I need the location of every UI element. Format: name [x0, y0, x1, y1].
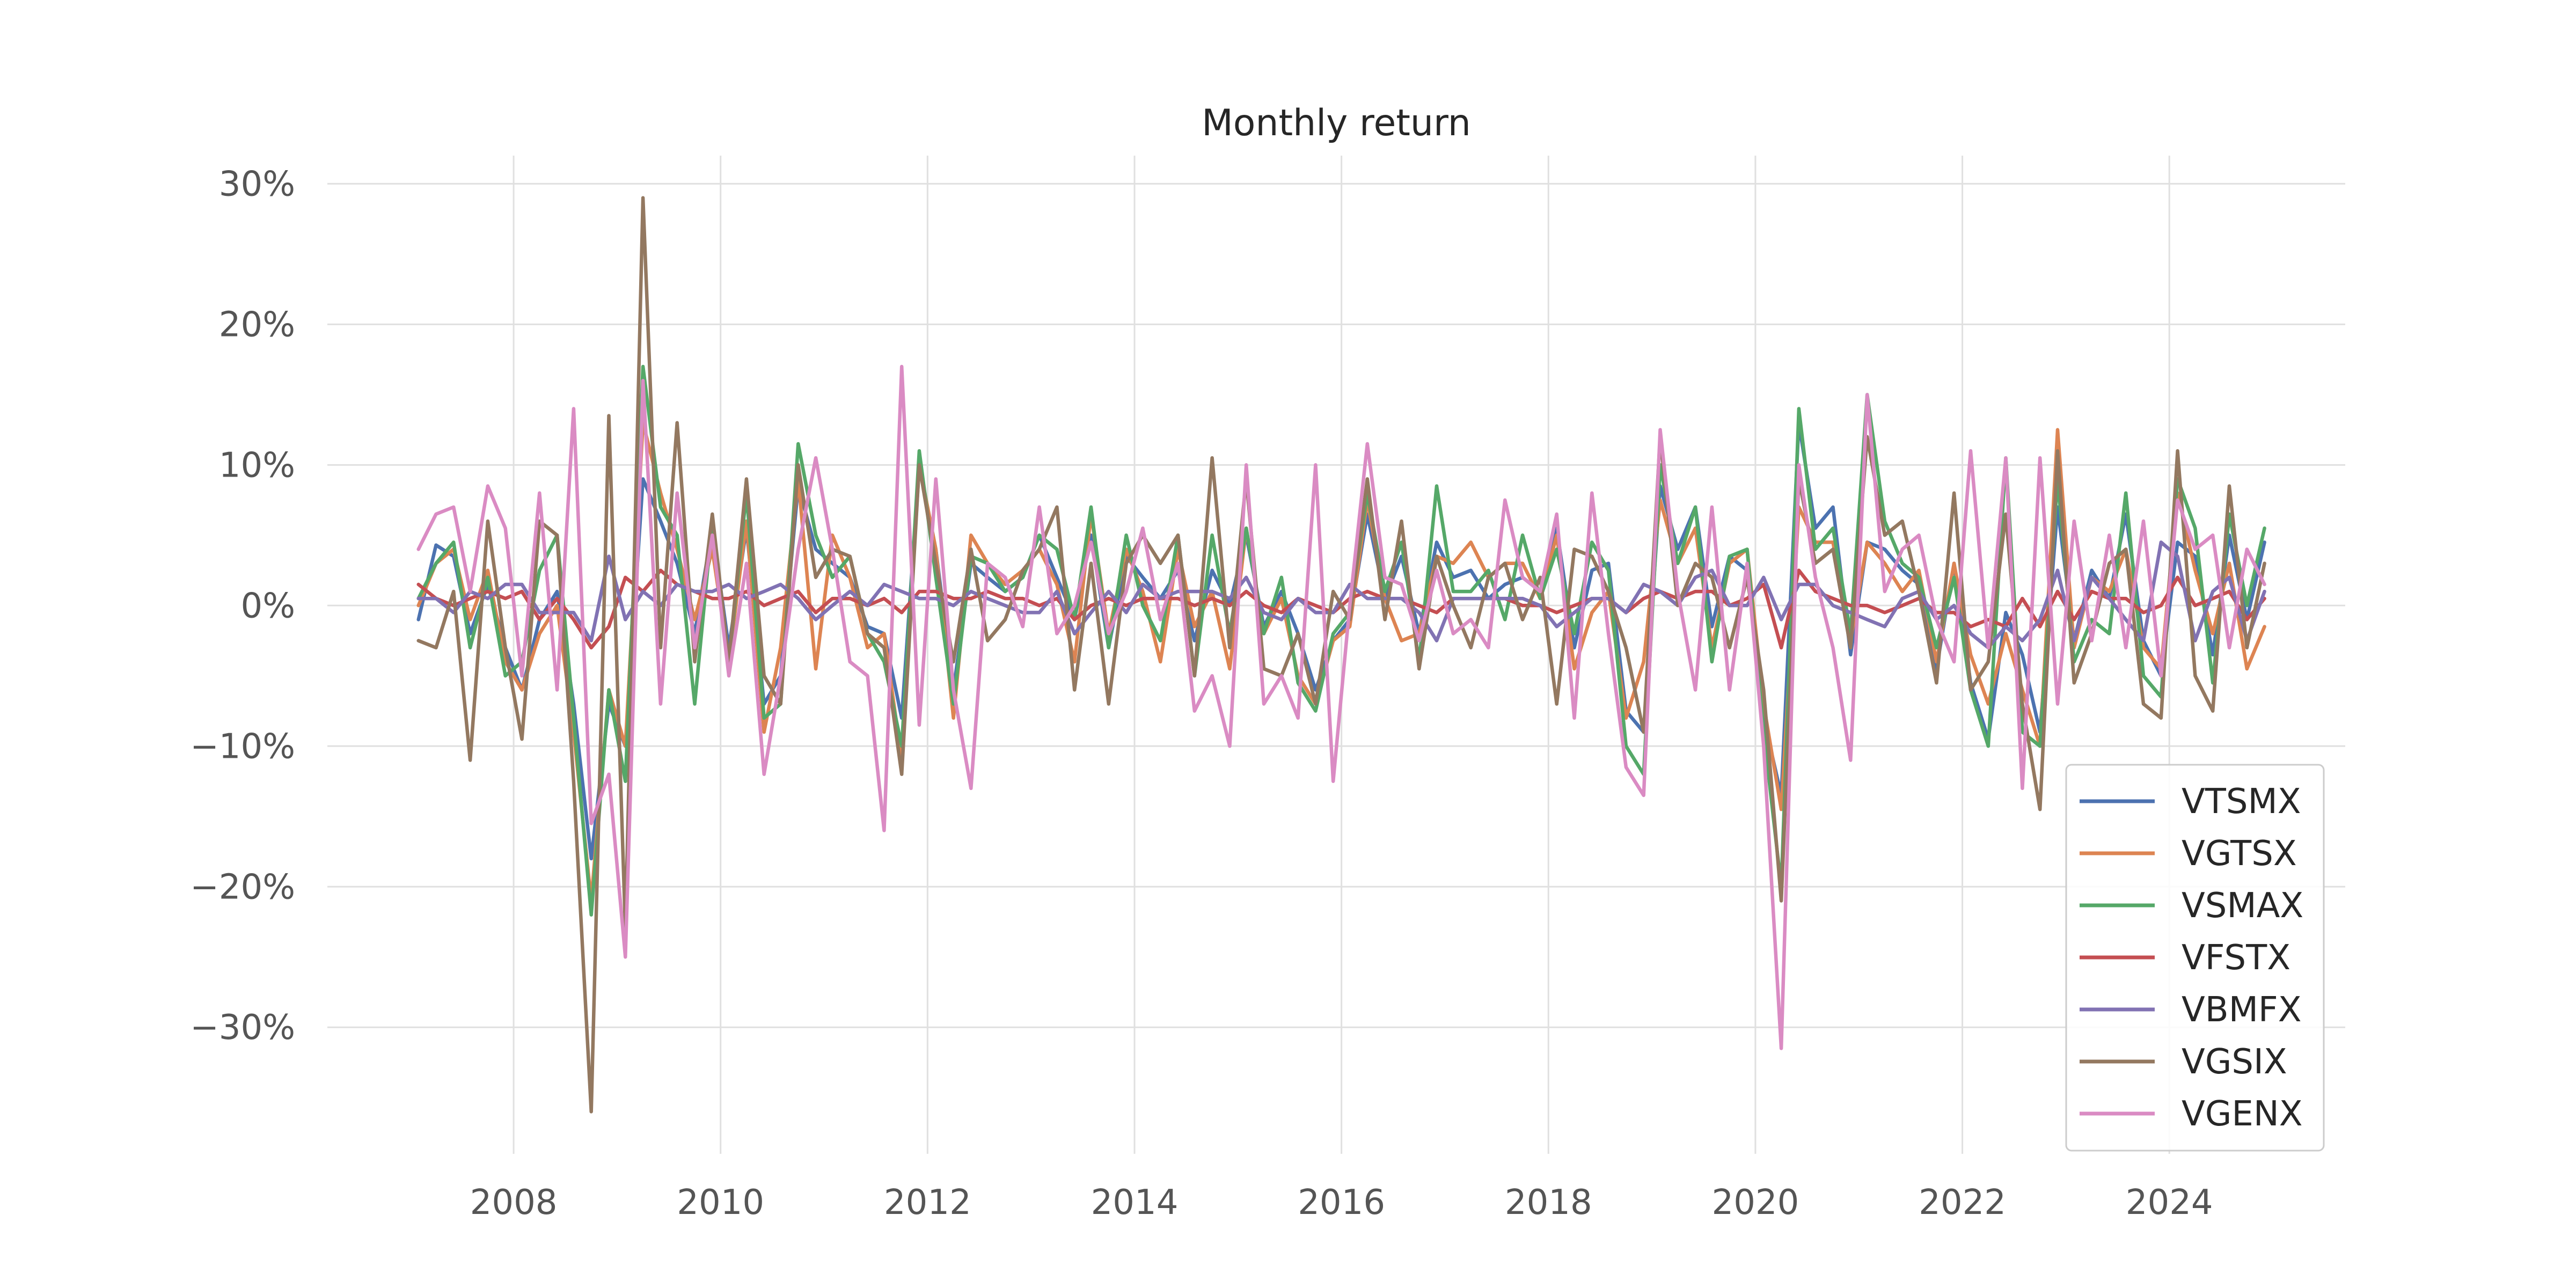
- y-tick-label: 30%: [219, 164, 295, 204]
- x-tick-label: 2010: [677, 1183, 764, 1223]
- series-layer: [416, 196, 2266, 1114]
- legend-label: VBMFX: [2182, 990, 2302, 1030]
- chart-title: Monthly return: [1202, 102, 1471, 144]
- legend-label: VFSTX: [2182, 938, 2290, 978]
- x-tick-label: 2020: [1711, 1183, 1799, 1223]
- series-line-vgsix: [416, 196, 2266, 1114]
- x-tick-label: 2014: [1091, 1183, 1179, 1223]
- y-tick-labels: 30% 20% 10% 0% −10% −20% −30%: [190, 164, 295, 1048]
- x-tick-label: 2012: [884, 1183, 971, 1223]
- x-tick-labels: 2008 2010 2012 2014 2016 2018 2020 2022 2024: [470, 1183, 2213, 1223]
- legend-label: VGSIX: [2182, 1042, 2287, 1082]
- x-tick-label: 2024: [2126, 1183, 2213, 1223]
- x-tick-label: 2022: [1919, 1183, 2006, 1223]
- y-tick-label: −30%: [190, 1008, 295, 1048]
- y-tick-label: −10%: [190, 727, 295, 766]
- y-tick-label: 10%: [219, 445, 295, 485]
- x-tick-label: 2008: [470, 1183, 558, 1223]
- x-tick-label: 2018: [1505, 1183, 1592, 1223]
- legend-label: VSMAX: [2182, 886, 2303, 926]
- legend-label: VGTSX: [2182, 834, 2297, 874]
- y-tick-label: 20%: [219, 305, 295, 345]
- legend-label: VGENX: [2182, 1094, 2303, 1134]
- y-tick-label: −20%: [190, 867, 295, 907]
- x-tick-label: 2016: [1298, 1183, 1385, 1223]
- series-line-vgenx: [416, 364, 2266, 1050]
- legend-box: [2065, 764, 2325, 1152]
- legend-label: VTSMX: [2182, 782, 2301, 822]
- legend: VTSMX VGTSX VSMAX VFSTX VBMFX VGSIX VGENX: [2065, 764, 2325, 1152]
- y-tick-label: 0%: [240, 586, 295, 626]
